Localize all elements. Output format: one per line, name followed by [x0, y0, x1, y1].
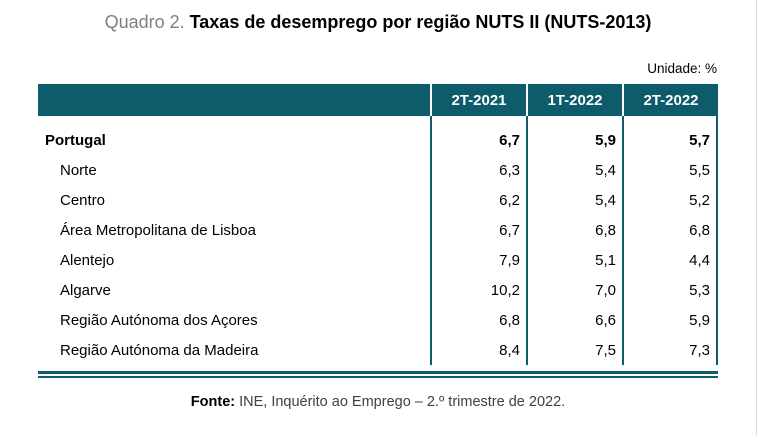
- region-label: Alentejo: [60, 251, 115, 269]
- region-label: Região Autónoma dos Açores: [60, 311, 258, 329]
- table-row-acores: Região Autónoma dos Açores 6,8 6,6 5,9: [38, 305, 718, 335]
- value-cell: 6,7: [430, 215, 526, 245]
- table-row-algarve: Algarve 10,2 7,0 5,3: [38, 275, 718, 305]
- header-col-2t2022: 2T-2022: [622, 84, 718, 116]
- value-cell: 6,8: [622, 215, 718, 245]
- source-text: INE, Inquérito ao Emprego – 2.º trimestr…: [239, 394, 566, 410]
- table-row-madeira: Região Autónoma da Madeira 8,4 7,5 7,3: [38, 335, 718, 365]
- region-label: Área Metropolitana de Lisboa: [60, 221, 256, 239]
- source-label: Fonte:: [190, 394, 236, 410]
- region-label: Norte: [60, 161, 97, 179]
- unit-label: Unidade: %: [647, 61, 717, 76]
- value-cell: 6,8: [526, 215, 622, 245]
- table-row-alentejo: Alentejo 7,9 5,1 4,4: [38, 245, 718, 275]
- header-body-spacer: [38, 116, 718, 125]
- value-cell: 5,9: [526, 125, 622, 155]
- caption-text: Taxas de desemprego por região NUTS II (…: [184, 12, 652, 32]
- table-caption: Quadro 2. Taxas de desemprego por região…: [0, 10, 756, 34]
- region-label: Portugal: [45, 131, 106, 149]
- value-cell: 5,4: [526, 155, 622, 185]
- table-row-lisboa: Área Metropolitana de Lisboa 6,7 6,8 6,8: [38, 215, 718, 245]
- value-cell: 6,8: [430, 305, 526, 335]
- table-row-portugal: Portugal 6,7 5,9 5,7: [38, 125, 718, 155]
- region-label: Região Autónoma da Madeira: [60, 341, 259, 359]
- header-col-1t2022: 1T-2022: [526, 84, 622, 116]
- value-cell: 5,5: [622, 155, 718, 185]
- header-region-cell: [38, 84, 430, 116]
- value-cell: 7,0: [526, 275, 622, 305]
- value-cell: 7,3: [622, 335, 718, 365]
- value-cell: 6,2: [430, 185, 526, 215]
- value-cell: 5,3: [622, 275, 718, 305]
- value-cell: 5,4: [526, 185, 622, 215]
- region-label: Centro: [60, 191, 106, 209]
- value-cell: 5,1: [526, 245, 622, 275]
- value-cell: 5,9: [622, 305, 718, 335]
- table-header: 2T-2021 1T-2022 2T-2022: [38, 84, 718, 116]
- table-row-centro: Centro 6,2 5,4 5,2: [38, 185, 718, 215]
- value-cell: 7,5: [526, 335, 622, 365]
- caption-number: Quadro 2.: [104, 12, 185, 32]
- table-bottom-rule: [38, 371, 718, 378]
- header-col-2t2021: 2T-2021: [430, 84, 526, 116]
- value-cell: 5,2: [622, 185, 718, 215]
- unemployment-table: 2T-2021 1T-2022 2T-2022 Portugal 6,7 5,9…: [38, 84, 718, 365]
- value-cell: 6,3: [430, 155, 526, 185]
- value-cell: 8,4: [430, 335, 526, 365]
- value-cell: 5,7: [622, 125, 718, 155]
- region-label: Algarve: [60, 281, 111, 299]
- source-note: Fonte: INE, Inquérito ao Emprego – 2.º tr…: [0, 394, 756, 410]
- value-cell: 7,9: [430, 245, 526, 275]
- table-row-norte: Norte 6,3 5,4 5,5: [38, 155, 718, 185]
- value-cell: 6,6: [526, 305, 622, 335]
- value-cell: 4,4: [622, 245, 718, 275]
- value-cell: 6,7: [430, 125, 526, 155]
- value-cell: 10,2: [430, 275, 526, 305]
